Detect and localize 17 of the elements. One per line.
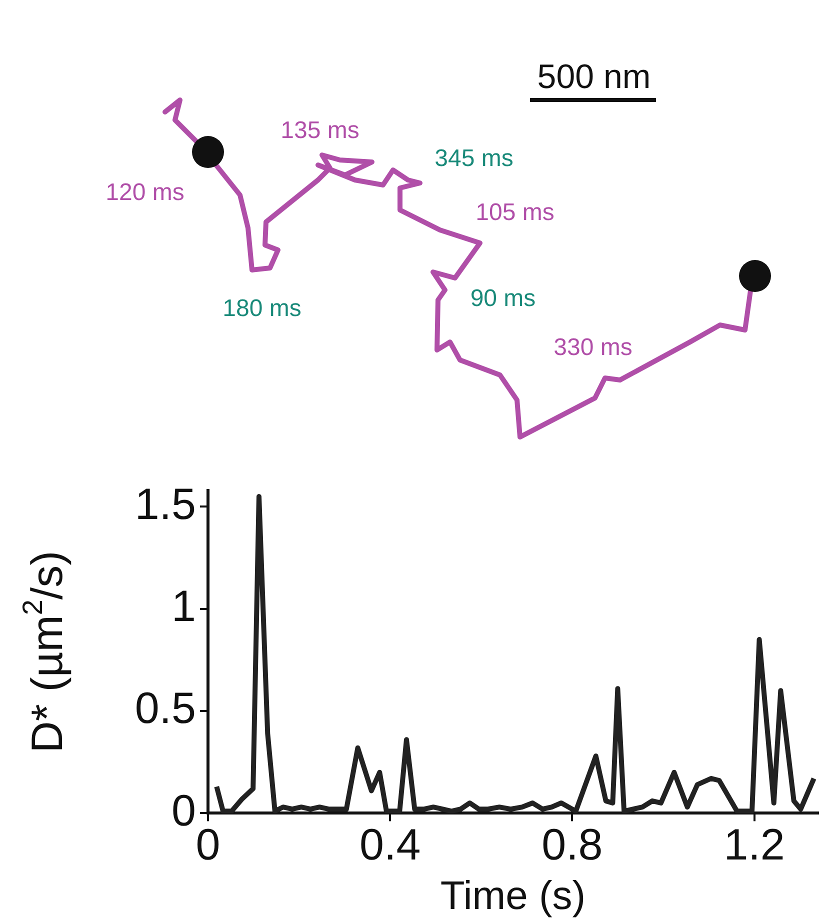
text: 500 nm: [537, 58, 651, 96]
text: 330 ms: [554, 334, 632, 361]
text: 180 ms: [222, 295, 302, 322]
x-tick-label: 1.2: [724, 820, 785, 870]
y-tick-label: 0.5: [134, 684, 196, 734]
text: 105 ms: [476, 199, 554, 226]
x-axis-title: Time (s): [440, 874, 586, 918]
text: 120 ms: [106, 179, 184, 206]
x-tick-label: 0.8: [542, 820, 603, 870]
x-tick-label: 0.4: [360, 820, 421, 870]
text: 90 ms: [470, 285, 536, 312]
text: 135 ms: [280, 117, 360, 144]
y-tick-label: 1.5: [134, 480, 196, 529]
text: 345 ms: [434, 145, 514, 172]
y-tick-label: 0: [172, 786, 196, 836]
y-axis-title: D* (µm2/s): [17, 550, 72, 753]
y-tick-label: 1: [172, 582, 196, 632]
